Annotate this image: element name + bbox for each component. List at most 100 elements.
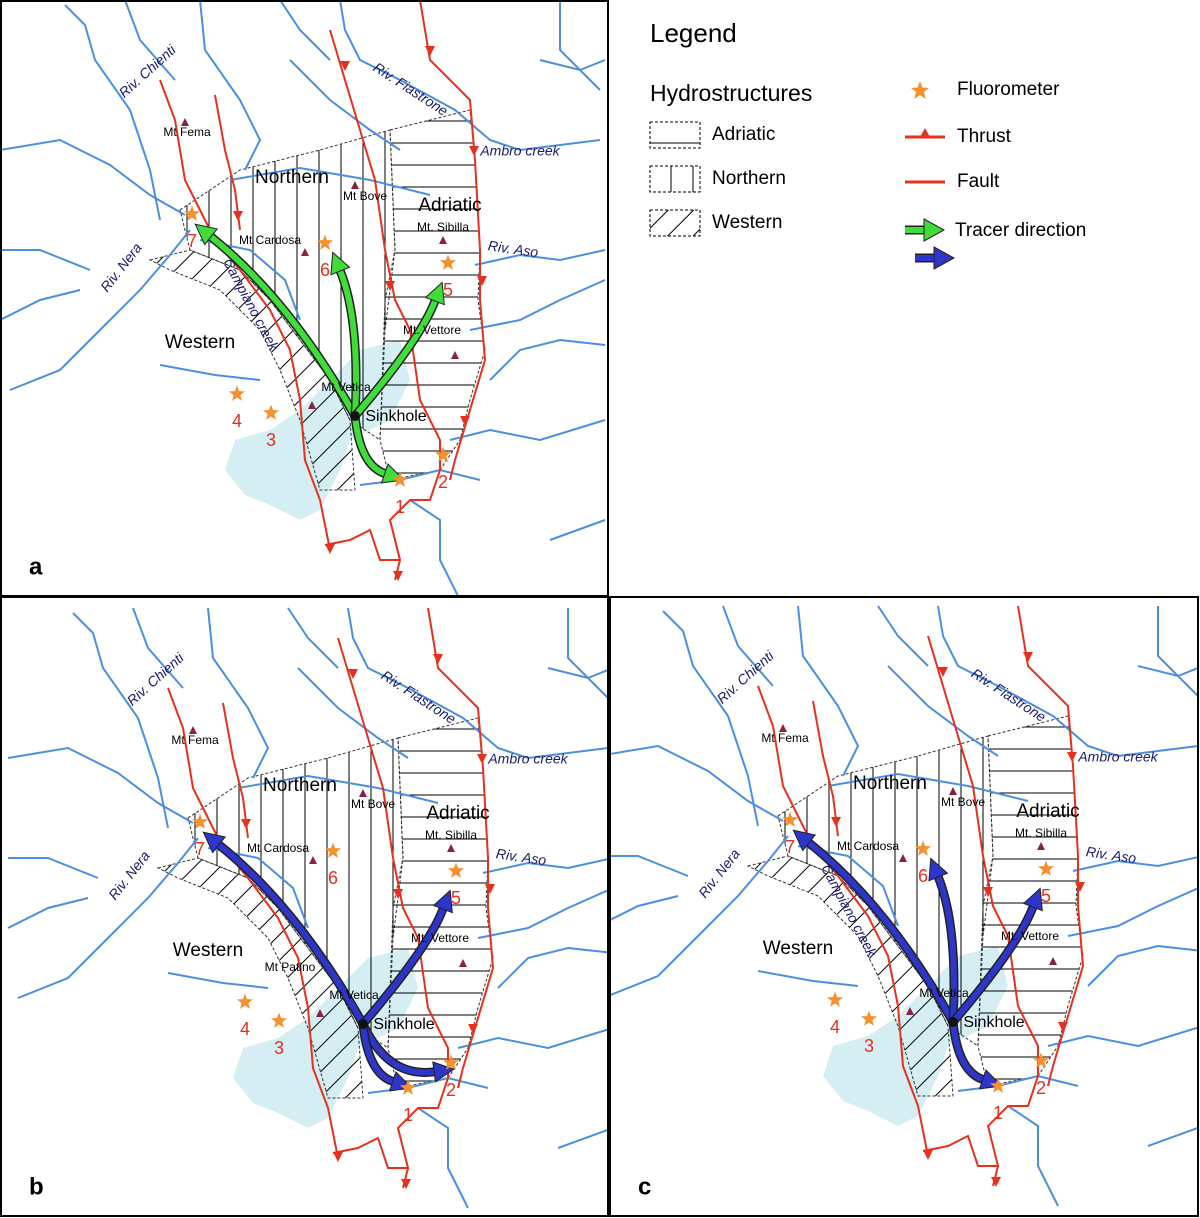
river: [9, 229, 191, 391]
fluorometer: [236, 993, 254, 1009]
arrow-head: [432, 889, 453, 914]
station-label: 5: [443, 280, 453, 300]
fluorometer: [324, 842, 342, 858]
river: [289, 59, 401, 151]
thrust-tooth: [393, 571, 403, 581]
river: [797, 605, 860, 777]
thrust-tooth: [233, 211, 243, 221]
fault: [324, 528, 400, 561]
fault: [329, 29, 441, 581]
thrust-tooth: [477, 276, 487, 286]
thrust-tooth: [325, 544, 335, 554]
river: [549, 519, 606, 541]
thrust-tooth: [923, 1150, 933, 1160]
map-label: Mt Bove: [941, 795, 985, 809]
map-label: Mt Fema: [171, 733, 219, 747]
river: [757, 970, 859, 987]
river: [297, 667, 409, 759]
station-label: 1: [993, 1103, 1003, 1123]
legend-item: Fault: [957, 171, 1000, 192]
river: [1047, 1026, 1198, 1048]
map-label: Adriatic: [418, 195, 481, 216]
river: [1067, 887, 1198, 937]
river: [132, 607, 184, 689]
legend-item: Thrust: [957, 126, 1012, 147]
panel-letter: a: [29, 553, 43, 580]
thrust-tooth: [991, 1177, 1001, 1187]
map-label: Western: [173, 940, 243, 961]
river: [199, 1, 262, 171]
station-label: 1: [403, 1105, 413, 1125]
thrust-tooth: [469, 146, 479, 156]
tracer-arrow: [209, 234, 358, 418]
river: [1, 249, 91, 271]
station-label: 4: [232, 411, 242, 431]
map-label: Ambro creek: [487, 751, 568, 767]
map-label: Mt. Vettore: [403, 323, 461, 337]
mountain: [439, 236, 447, 244]
tracer-arrow: [360, 907, 446, 1026]
mountain: [1037, 842, 1045, 850]
river: [474, 249, 606, 266]
river: [567, 608, 609, 699]
map-label: Mt Cardosa: [239, 233, 301, 247]
river: [207, 607, 270, 779]
river: [409, 499, 460, 597]
tracer-arrow: [950, 1021, 984, 1083]
river: [287, 607, 339, 669]
fault: [337, 637, 449, 1189]
arrow-head: [1022, 887, 1043, 912]
thrust-tooth: [333, 1152, 343, 1162]
river: [610, 744, 784, 822]
river: [7, 746, 194, 824]
map-label: Mt. Sibilla: [417, 220, 469, 234]
map-label: Mt. Sibilla: [425, 828, 477, 842]
station-label: 5: [1041, 886, 1051, 906]
hydro-western: [156, 857, 364, 1099]
swatch-northern: [649, 165, 701, 193]
thrust-tooth: [433, 654, 443, 664]
legend-item: Adriatic: [712, 124, 775, 145]
station-label: 2: [446, 1080, 456, 1100]
fluorometer: [262, 404, 280, 420]
thrust-tooth: [477, 754, 487, 764]
river: [1147, 1126, 1198, 1147]
station-label: 1: [395, 497, 405, 517]
mountain: [316, 1009, 324, 1017]
fault: [927, 635, 1039, 1187]
thrust-tooth: [401, 1179, 411, 1189]
map-label: Mt. Sibilla: [1015, 826, 1067, 840]
thrust-tooth: [1058, 1022, 1068, 1032]
fault: [1017, 605, 1085, 1087]
thrust-tooth: [241, 819, 251, 829]
mountain: [308, 401, 316, 409]
river: [229, 166, 431, 196]
fluorometer: [1037, 860, 1055, 876]
river: [1, 289, 81, 321]
fluorometer: [442, 1054, 460, 1070]
fluorometer: [989, 1077, 1007, 1093]
tracer-arrow: [352, 415, 386, 477]
thrust-tooth: [425, 46, 435, 56]
thrust-tooth: [1075, 882, 1085, 892]
fluorometer: [439, 254, 457, 270]
sinkhole: [358, 1019, 368, 1029]
thrust-tooth: [1067, 752, 1077, 762]
map-label: Mt. Vettore: [1001, 929, 1059, 943]
station-label: 7: [785, 837, 795, 857]
fluorometer: [1032, 1052, 1050, 1068]
arrow-head: [194, 223, 219, 246]
river: [347, 607, 609, 760]
legend-subtitle: Hydrostructures: [650, 80, 812, 106]
panel-border: [0, 596, 609, 1217]
map-label: Mt Vetica: [329, 988, 379, 1002]
river: [957, 1074, 1079, 1092]
thrust-tooth: [938, 667, 948, 677]
station-label: 6: [328, 868, 338, 888]
station-label: 5: [451, 888, 461, 908]
